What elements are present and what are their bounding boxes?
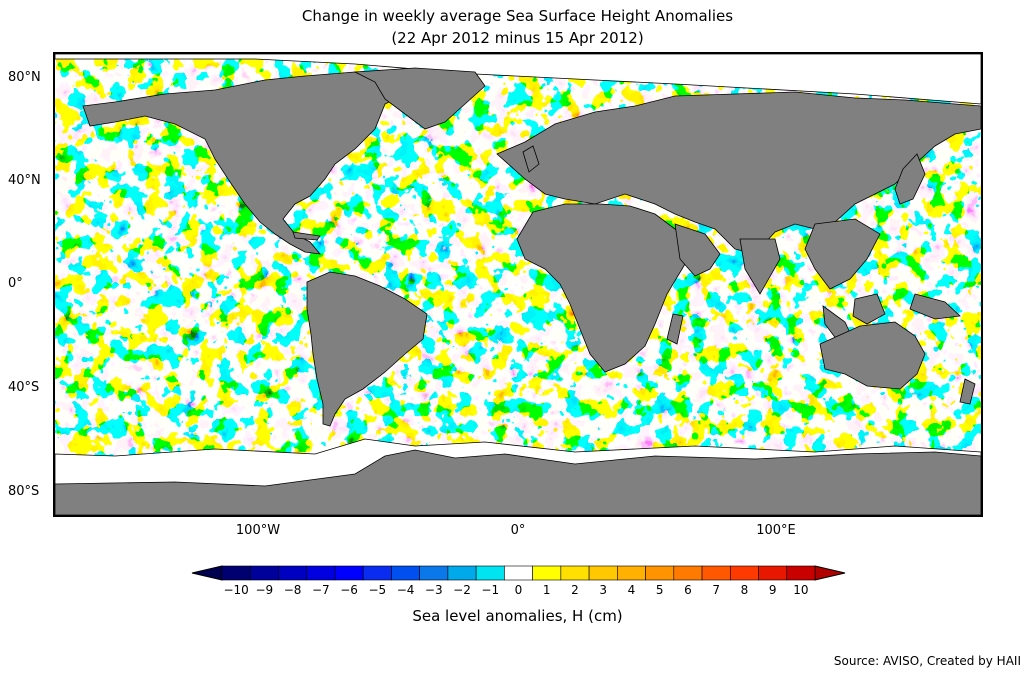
- colorbar-tick-label: 1: [543, 583, 551, 597]
- colorbar-tick-label: −4: [397, 583, 415, 597]
- colorbar-swatch: [334, 565, 364, 581]
- colorbar-swatch: [729, 565, 759, 581]
- colorbar-swatch: [447, 565, 477, 581]
- colorbar-tick-label: −10: [223, 583, 248, 597]
- colorbar-swatch: [306, 565, 336, 581]
- colorbar-swatch: [419, 565, 449, 581]
- colorbar-tick-label: 3: [599, 583, 607, 597]
- cuba: [292, 231, 321, 241]
- longitude-label: 100°W: [235, 523, 281, 538]
- uk: [522, 145, 540, 173]
- australia: [819, 321, 926, 390]
- colorbar-swatch: [221, 565, 251, 581]
- new-zealand: [959, 378, 976, 405]
- colorbar-tick-label: −5: [368, 583, 386, 597]
- colorbar-swatch: [362, 565, 392, 581]
- india: [739, 238, 781, 295]
- colorbar-tick-label: 7: [712, 583, 720, 597]
- colorbar-swatch: [249, 565, 279, 581]
- colorbar-swatch: [701, 565, 731, 581]
- world-map-panel: [53, 52, 983, 517]
- colorbar-tick-label: 0: [515, 583, 523, 597]
- eurasia: [496, 91, 981, 255]
- madagascar: [666, 313, 684, 345]
- colorbar-tick-label: −2: [453, 583, 471, 597]
- japan: [894, 153, 926, 205]
- map-subtitle-dates: (22 Apr 2012 minus 15 Apr 2012): [391, 29, 644, 47]
- north-america: [82, 71, 406, 255]
- colorbar-swatch: [588, 565, 618, 581]
- colorbar-label: Sea level anomalies, H (cm): [412, 607, 623, 625]
- colorbar-swatch: [391, 565, 420, 581]
- colorbar-tick-label: −7: [312, 583, 330, 597]
- colorbar-tick-label: −6: [340, 583, 358, 597]
- colorbar-swatch: [758, 565, 788, 581]
- south-america: [306, 271, 428, 427]
- colorbar-swatch: [532, 565, 562, 581]
- colorbar-tick-label: −9: [256, 583, 274, 597]
- colorbar-min-extend-arrow: [191, 565, 223, 581]
- source-credit: Source: AVISO, Created by HAII: [833, 654, 1021, 668]
- colorbar-tick-label: 2: [571, 583, 579, 597]
- sea-level-anomaly-map: [55, 54, 981, 515]
- colorbar-swatch: [504, 565, 533, 581]
- colorbar-swatch: [645, 565, 675, 581]
- colorbar-swatch: [673, 565, 703, 581]
- new-guinea: [909, 293, 961, 320]
- colorbar-tick-label: 8: [741, 583, 749, 597]
- borneo: [852, 293, 886, 325]
- colorbar-tick-label: −8: [284, 583, 302, 597]
- arctic-ice: [55, 54, 981, 105]
- arabia: [674, 223, 721, 277]
- colorbar-swatch: [475, 565, 505, 581]
- map-title: Change in weekly average Sea Surface Hei…: [301, 7, 734, 25]
- colorbar-tick-label: 6: [684, 583, 692, 597]
- longitude-label: 0°: [510, 523, 526, 538]
- africa: [516, 203, 696, 373]
- colorbar: −10 −9 −8 −7 −6 −5 −4 −3 −2 −1 0 1 2 3 4 5 6 7 8 9 10: [191, 565, 846, 597]
- colorbar-tick-label: 4: [628, 583, 636, 597]
- colorbar-tick-label: 10: [793, 583, 808, 597]
- colorbar-swatch: [617, 565, 646, 581]
- latitude-label: 40°S: [8, 380, 40, 395]
- southeast-asia: [804, 218, 881, 290]
- colorbar-max-extend-arrow: [814, 565, 846, 581]
- colorbar-tick-label: 9: [769, 583, 777, 597]
- colorbar-swatch: [786, 565, 816, 581]
- landmasses: [55, 54, 981, 515]
- greenland: [353, 67, 486, 130]
- colorbar-tick-label: −1: [481, 583, 499, 597]
- latitude-label: 40°N: [8, 173, 41, 188]
- colorbar-tick-label: 5: [656, 583, 664, 597]
- latitude-label: 0°: [8, 276, 23, 291]
- antarctica: [55, 449, 981, 515]
- latitude-label: 80°N: [8, 70, 41, 85]
- colorbar-swatch: [560, 565, 590, 581]
- longitude-label: 100°E: [756, 523, 796, 538]
- colorbar-tick-label: −3: [425, 583, 443, 597]
- latitude-label: 80°S: [8, 484, 40, 499]
- colorbar-swatch: [278, 565, 308, 581]
